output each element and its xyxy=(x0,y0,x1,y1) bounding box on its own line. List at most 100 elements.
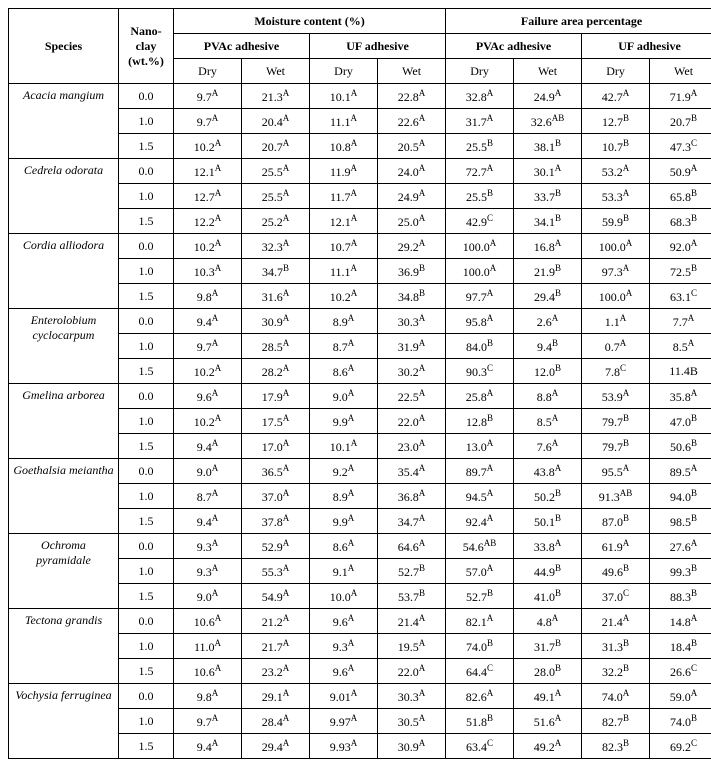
data-cell: 94.0B xyxy=(650,484,711,509)
data-cell: 34.8B xyxy=(378,284,446,309)
data-cell: 10.7B xyxy=(582,134,650,159)
data-cell: 25.5A xyxy=(242,184,310,209)
data-cell: 10.1A xyxy=(310,84,378,109)
data-cell: 57.0A xyxy=(446,559,514,584)
data-cell: 33.7B xyxy=(514,184,582,209)
data-cell: 8.7A xyxy=(310,334,378,359)
header-dry: Dry xyxy=(582,59,650,84)
data-cell: 82.6A xyxy=(446,684,514,709)
data-cell: 11.1A xyxy=(310,259,378,284)
data-cell: 32.6AB xyxy=(514,109,582,134)
species-name: Ochroma pyramidale xyxy=(9,534,119,609)
data-cell: 90.3C xyxy=(446,359,514,384)
nanoclay-value: 1.5 xyxy=(119,134,174,159)
data-cell: 8.9A xyxy=(310,484,378,509)
data-cell: 72.7A xyxy=(446,159,514,184)
nanoclay-value: 1.0 xyxy=(119,484,174,509)
data-cell: 12.7B xyxy=(582,109,650,134)
data-cell: 37.0A xyxy=(242,484,310,509)
data-cell: 21.9B xyxy=(514,259,582,284)
data-cell: 9.7A xyxy=(174,334,242,359)
data-cell: 30.3A xyxy=(378,309,446,334)
data-cell: 9.01A xyxy=(310,684,378,709)
nanoclay-value: 1.5 xyxy=(119,659,174,684)
data-cell: 59.0A xyxy=(650,684,711,709)
data-cell: 53.7B xyxy=(378,584,446,609)
header-uf-moisture: UF adhesive xyxy=(310,34,446,59)
data-cell: 8.7A xyxy=(174,484,242,509)
nanoclay-value: 0.0 xyxy=(119,684,174,709)
data-cell: 25.5B xyxy=(446,184,514,209)
data-cell: 8.6A xyxy=(310,359,378,384)
header-dry: Dry xyxy=(446,59,514,84)
data-cell: 7.6A xyxy=(514,434,582,459)
data-cell: 9.8A xyxy=(174,284,242,309)
data-cell: 27.6A xyxy=(650,534,711,559)
data-cell: 25.5A xyxy=(242,159,310,184)
data-cell: 35.8A xyxy=(650,384,711,409)
nanoclay-value: 1.0 xyxy=(119,184,174,209)
data-cell: 24.0A xyxy=(378,159,446,184)
data-cell: 59.9B xyxy=(582,209,650,234)
data-cell: 21.4A xyxy=(582,609,650,634)
data-cell: 8.9A xyxy=(310,309,378,334)
nanoclay-value: 0.0 xyxy=(119,84,174,109)
data-cell: 34.1B xyxy=(514,209,582,234)
data-cell: 63.1C xyxy=(650,284,711,309)
data-cell: 4.8A xyxy=(514,609,582,634)
data-cell: 100.0A xyxy=(446,234,514,259)
data-cell: 9.7A xyxy=(174,709,242,734)
nanoclay-value: 1.0 xyxy=(119,634,174,659)
data-cell: 2.6A xyxy=(514,309,582,334)
data-cell: 95.8A xyxy=(446,309,514,334)
data-cell: 31.6A xyxy=(242,284,310,309)
data-cell: 1.1A xyxy=(582,309,650,334)
data-cell: 82.1A xyxy=(446,609,514,634)
data-cell: 10.3A xyxy=(174,259,242,284)
data-cell: 34.7A xyxy=(378,509,446,534)
table-row: Acacia mangium0.09.7A21.3A10.1A22.8A32.8… xyxy=(9,84,711,109)
data-cell: 51.6A xyxy=(514,709,582,734)
data-cell: 10.2A xyxy=(174,234,242,259)
data-cell: 9.9A xyxy=(310,409,378,434)
species-name: Tectona grandis xyxy=(9,609,119,684)
data-cell: 84.0B xyxy=(446,334,514,359)
data-cell: 41.0B xyxy=(514,584,582,609)
data-cell: 100.0A xyxy=(446,259,514,284)
data-cell: 53.9A xyxy=(582,384,650,409)
data-cell: 61.9A xyxy=(582,534,650,559)
data-cell: 54.6AB xyxy=(446,534,514,559)
data-cell: 11.7A xyxy=(310,184,378,209)
data-cell: 42.7A xyxy=(582,84,650,109)
data-cell: 7.7A xyxy=(650,309,711,334)
nanoclay-value: 1.0 xyxy=(119,409,174,434)
data-cell: 24.9A xyxy=(378,184,446,209)
data-cell: 92.4A xyxy=(446,509,514,534)
data-cell: 10.0A xyxy=(310,584,378,609)
data-cell: 30.5A xyxy=(378,709,446,734)
data-cell: 29.4B xyxy=(514,284,582,309)
nanoclay-value: 1.0 xyxy=(119,559,174,584)
data-cell: 25.0A xyxy=(378,209,446,234)
data-cell: 64.4C xyxy=(446,659,514,684)
data-cell: 19.5A xyxy=(378,634,446,659)
header-failure: Failure area percentage xyxy=(446,9,711,34)
data-cell: 32.8A xyxy=(446,84,514,109)
data-cell: 0.7A xyxy=(582,334,650,359)
data-cell: 29.1A xyxy=(242,684,310,709)
data-cell: 88.3B xyxy=(650,584,711,609)
data-cell: 100.0A xyxy=(582,234,650,259)
data-cell: 38.1B xyxy=(514,134,582,159)
data-cell: 30.9A xyxy=(378,734,446,759)
data-cell: 22.5A xyxy=(378,384,446,409)
nanoclay-value: 1.5 xyxy=(119,209,174,234)
data-cell: 8.5A xyxy=(650,334,711,359)
data-cell: 74.0B xyxy=(650,709,711,734)
data-cell: 20.7B xyxy=(650,109,711,134)
data-cell: 74.0A xyxy=(582,684,650,709)
data-cell: 10.2A xyxy=(174,409,242,434)
data-cell: 14.8A xyxy=(650,609,711,634)
data-cell: 10.7A xyxy=(310,234,378,259)
data-cell: 11.0A xyxy=(174,634,242,659)
header-species: Species xyxy=(9,9,119,84)
